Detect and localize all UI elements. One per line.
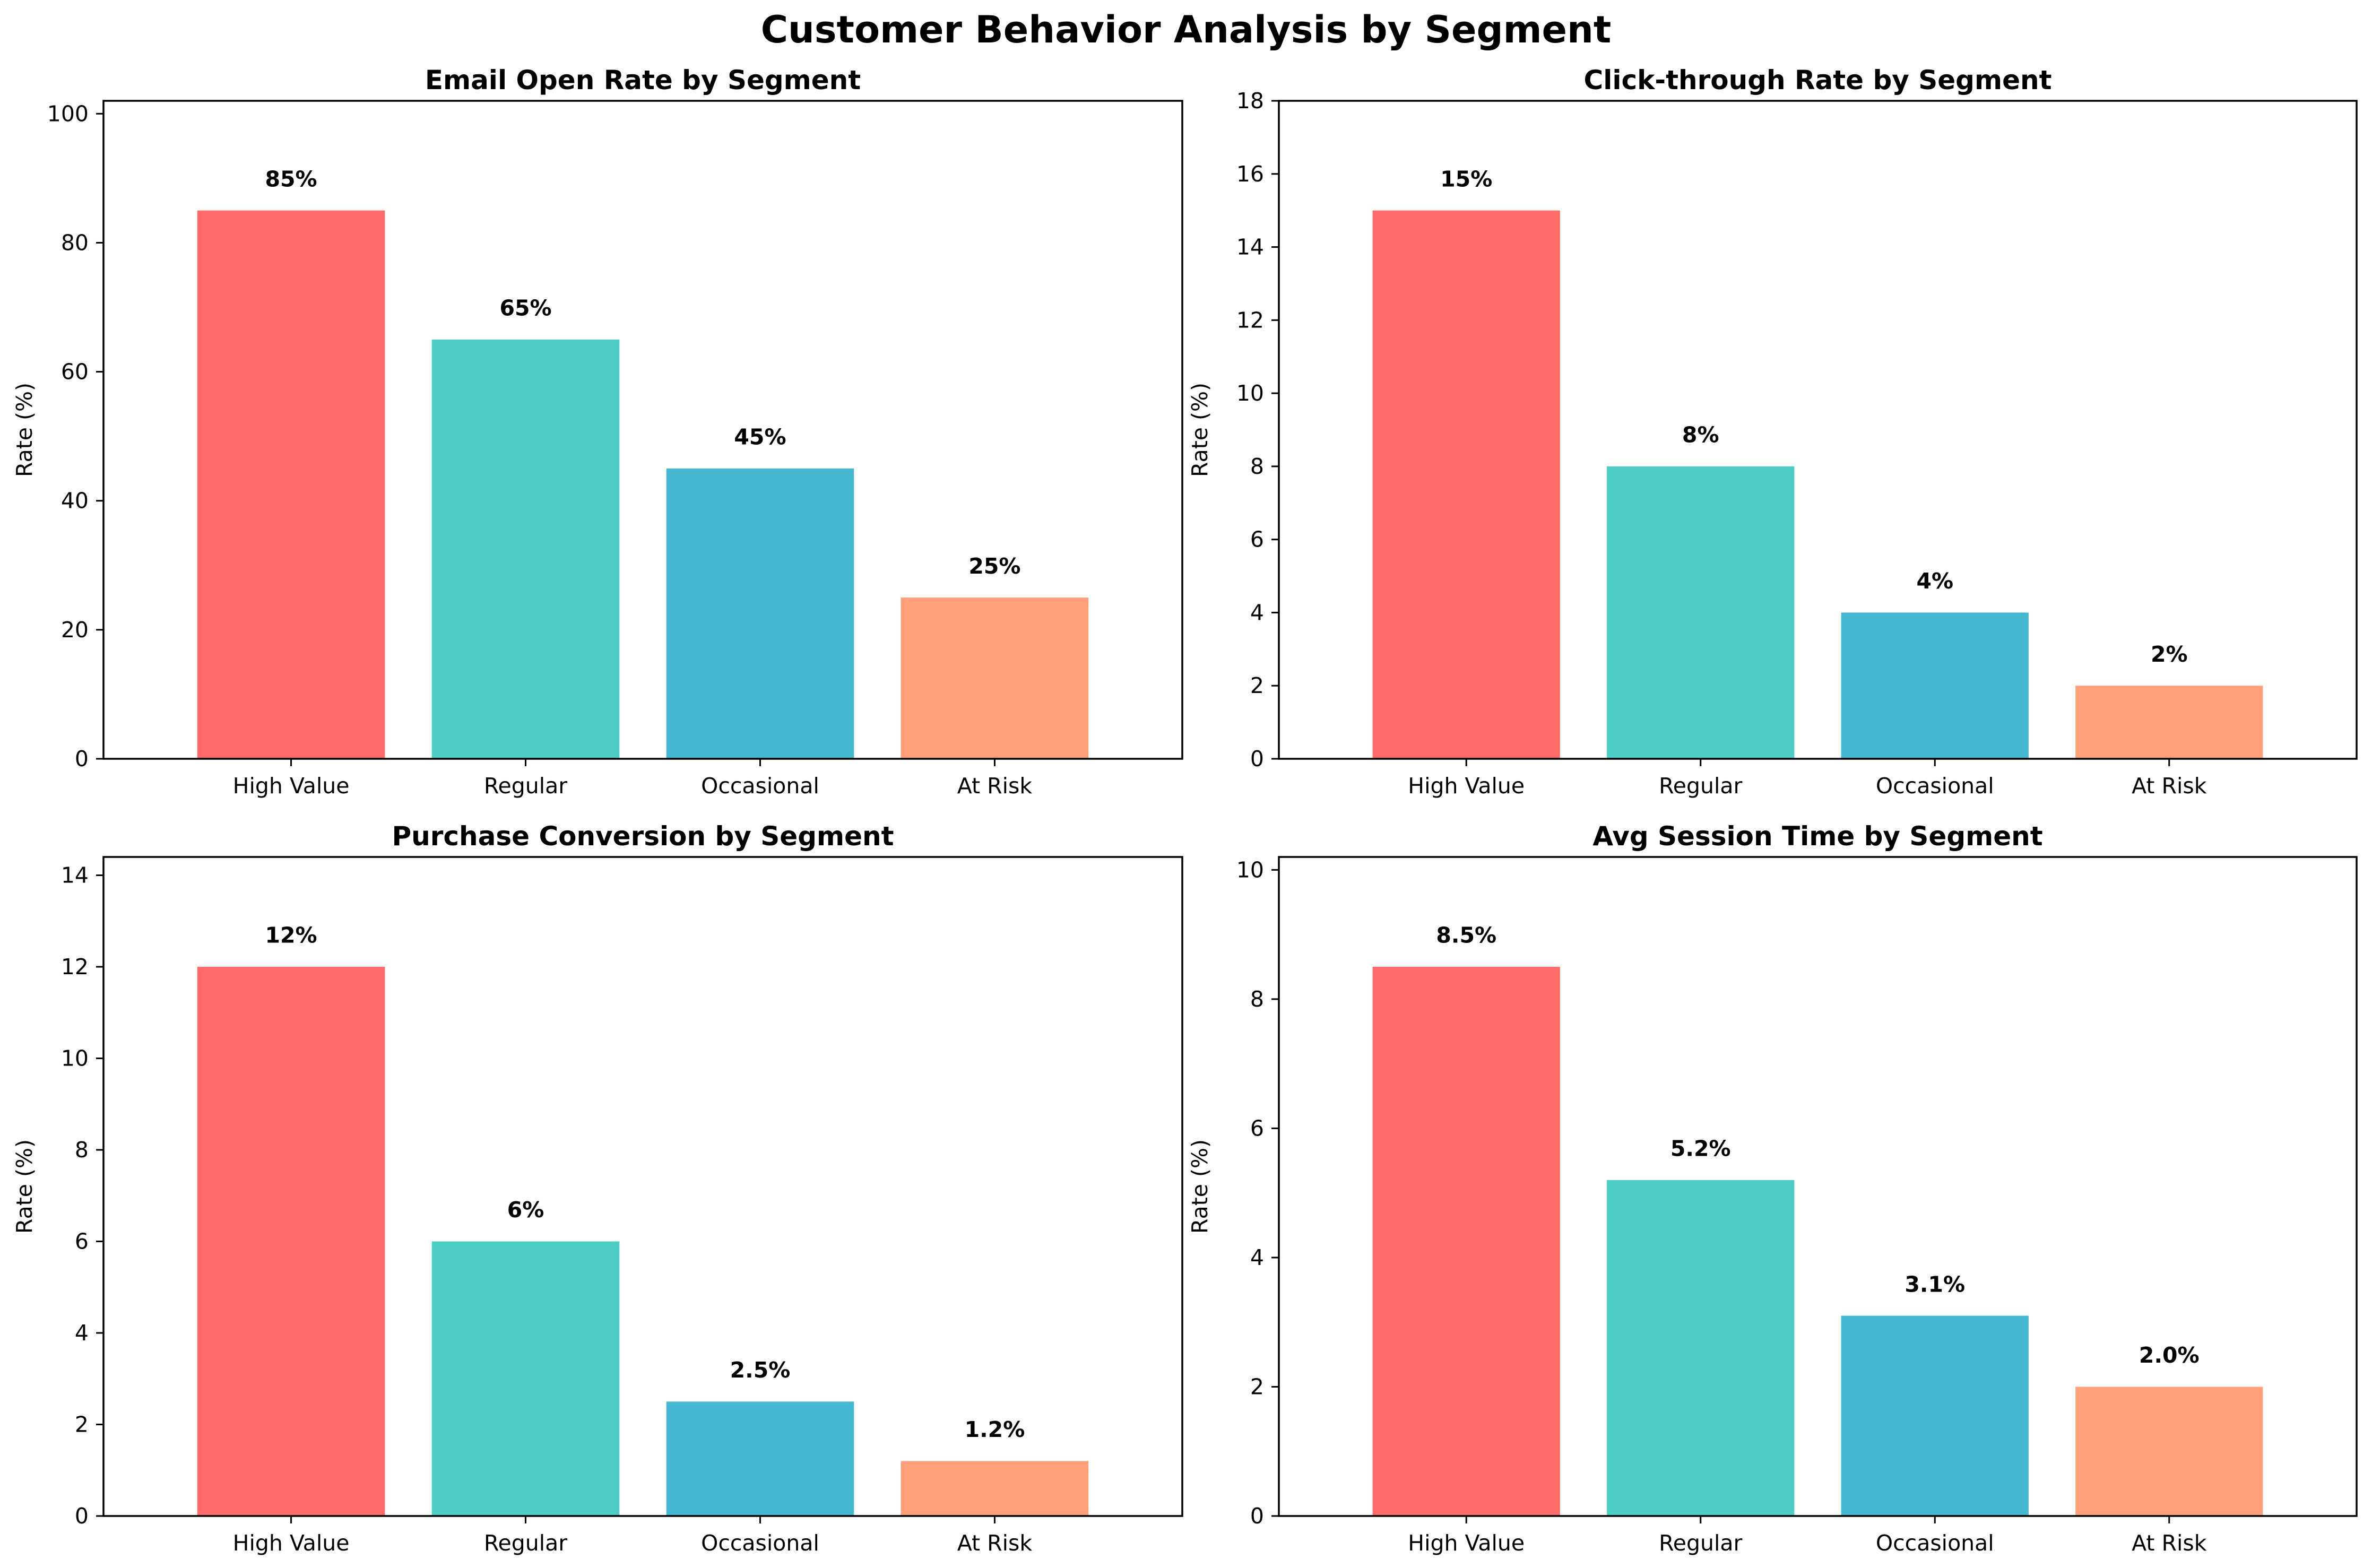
y-tick-label: 0 — [1250, 1503, 1264, 1529]
x-tick-label: Regular — [1659, 773, 1742, 799]
y-tick-label: 80 — [61, 230, 89, 255]
y-tick-label: 2 — [1250, 673, 1264, 698]
data-label: 85% — [265, 166, 317, 192]
y-tick-label: 4 — [1250, 1245, 1264, 1270]
x-tick-label: At Risk — [2132, 1530, 2207, 1556]
panel-title: Email Open Rate by Segment — [425, 65, 861, 96]
chart-panel-2: Click-through Rate by Segment 15% 8% 4% 2% 0 2… — [1187, 65, 2358, 799]
data-label: 4% — [1916, 568, 1953, 594]
y-tick-label: 2 — [75, 1412, 89, 1437]
chart-panel-1: Email Open Rate by Segment 85% 65% 45% 25% 0 2… — [12, 65, 1183, 799]
y-tick-label: 0 — [75, 1503, 89, 1529]
panel-title: Avg Session Time by Segment — [1592, 821, 2042, 852]
x-tick-label: Occasional — [1876, 773, 1994, 799]
bar-at-risk — [901, 597, 1089, 759]
bar-at-risk — [2075, 1387, 2263, 1516]
data-label: 2.0% — [2139, 1342, 2200, 1368]
figure-title: Customer Behavior Analysis by Segment — [761, 8, 1612, 51]
bar-regular — [1607, 1180, 1795, 1516]
y-tick-label: 40 — [61, 488, 89, 514]
data-label: 25% — [968, 553, 1020, 579]
data-label: 3.1% — [1904, 1271, 1965, 1297]
x-tick-label: At Risk — [2132, 773, 2207, 799]
y-tick-label: 6 — [75, 1229, 89, 1254]
y-tick-label: 60 — [61, 359, 89, 385]
bar-occasional — [666, 468, 854, 759]
data-label: 1.2% — [965, 1417, 1025, 1442]
data-label: 5.2% — [1670, 1136, 1731, 1162]
bar-high-value — [1372, 210, 1560, 759]
data-label: 8% — [1682, 422, 1719, 448]
x-tick-label: Regular — [1659, 1530, 1742, 1556]
y-axis-label: Rate (%) — [12, 383, 37, 477]
x-tick-label: High Value — [233, 773, 350, 799]
data-label: 45% — [734, 425, 786, 450]
bar-regular — [431, 1241, 620, 1516]
axes-frame — [1278, 856, 2358, 1517]
y-tick-label: 8 — [1250, 454, 1264, 479]
data-label: 12% — [265, 923, 317, 948]
y-tick-label: 6 — [1250, 527, 1264, 552]
y-tick-label: 4 — [1250, 600, 1264, 625]
y-tick-label: 10 — [1236, 380, 1264, 406]
y-tick-label: 10 — [61, 1046, 89, 1071]
y-tick-label: 12 — [61, 954, 89, 980]
bar-at-risk — [901, 1461, 1089, 1516]
y-tick-label: 14 — [61, 863, 89, 888]
x-tick-label: At Risk — [957, 1530, 1033, 1556]
y-axis-label: Rate (%) — [1187, 383, 1213, 477]
bar-high-value — [197, 967, 385, 1516]
x-tick-label: Regular — [484, 1530, 567, 1556]
bar-occasional — [666, 1401, 854, 1516]
bar-at-risk — [2075, 686, 2263, 759]
data-label: 2% — [2151, 642, 2188, 667]
bar-regular — [1607, 466, 1795, 759]
y-tick-label: 4 — [75, 1320, 89, 1346]
x-tick-label: Occasional — [701, 1530, 819, 1556]
bar-occasional — [1841, 1315, 2029, 1516]
y-tick-label: 8 — [75, 1137, 89, 1163]
y-tick-label: 100 — [47, 101, 89, 126]
chart-panel-4: Avg Session Time by Segment 8.5% 5.2% 3.1% 2… — [1187, 821, 2358, 1556]
y-tick-label: 10 — [1236, 857, 1264, 882]
y-tick-label: 16 — [1236, 161, 1264, 187]
axes-frame — [102, 856, 1183, 1517]
bar-regular — [431, 339, 620, 759]
y-tick-label: 18 — [1236, 88, 1264, 114]
panel-title: Click-through Rate by Segment — [1584, 65, 2052, 96]
data-label: 6% — [507, 1197, 544, 1223]
panel-title: Purchase Conversion by Segment — [392, 821, 894, 852]
bar-high-value — [1372, 967, 1560, 1516]
chart-panels: Email Open Rate by Segment 85% 65% 45% 25% 0 2… — [12, 65, 2358, 1556]
x-tick-label: High Value — [233, 1530, 350, 1556]
x-tick-label: Regular — [484, 773, 567, 799]
y-tick-label: 14 — [1236, 235, 1264, 260]
data-label: 15% — [1440, 166, 1492, 192]
y-axis-label: Rate (%) — [12, 1139, 37, 1234]
data-label: 2.5% — [730, 1357, 791, 1383]
y-tick-label: 2 — [1250, 1374, 1264, 1399]
bar-high-value — [197, 210, 385, 759]
x-tick-label: High Value — [1408, 773, 1525, 799]
y-tick-label: 12 — [1236, 307, 1264, 333]
y-axis-label: Rate (%) — [1187, 1139, 1213, 1234]
chart-panel-3: Purchase Conversion by Segment 12% 6% 2.5% 1… — [12, 821, 1183, 1556]
data-label: 65% — [499, 296, 551, 321]
data-label: 8.5% — [1436, 923, 1496, 948]
y-tick-label: 0 — [75, 746, 89, 772]
axes-frame — [1278, 100, 2358, 760]
axes-frame — [102, 100, 1183, 760]
x-tick-label: Occasional — [1876, 1530, 1994, 1556]
y-tick-label: 6 — [1250, 1115, 1264, 1141]
x-tick-label: High Value — [1408, 1530, 1525, 1556]
y-tick-label: 20 — [61, 617, 89, 643]
bar-occasional — [1841, 612, 2029, 759]
x-tick-label: Occasional — [701, 773, 819, 799]
y-tick-label: 8 — [1250, 986, 1264, 1012]
y-tick-label: 0 — [1250, 746, 1264, 772]
x-tick-label: At Risk — [957, 773, 1033, 799]
